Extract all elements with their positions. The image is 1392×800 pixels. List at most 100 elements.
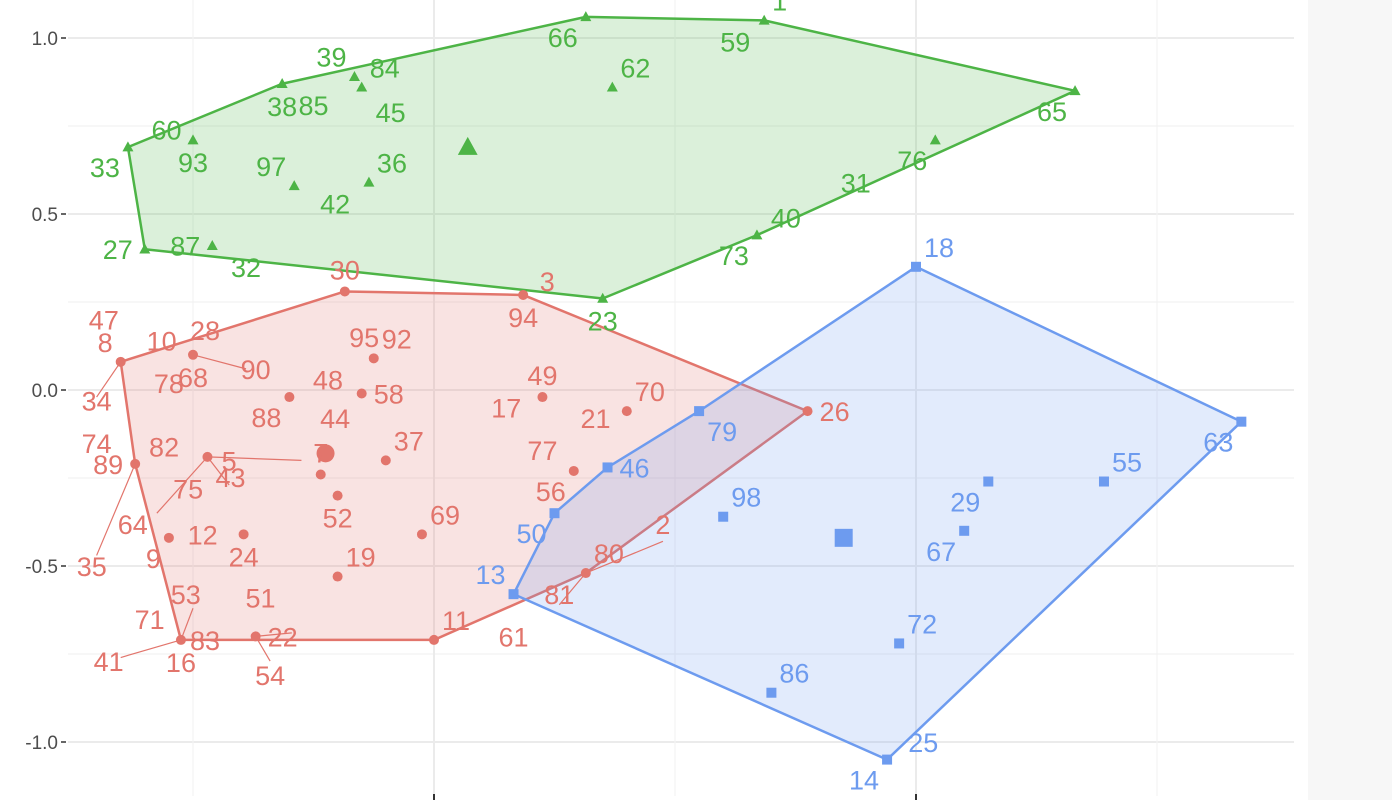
data-points — [115, 11, 1247, 765]
point-green-93 — [187, 134, 199, 145]
point-label-7: 7 — [313, 438, 328, 468]
point-label-17: 17 — [491, 394, 521, 424]
centroid-blue — [834, 528, 853, 547]
connector-11 — [558, 572, 587, 606]
point-label-36: 36 — [377, 148, 407, 178]
point-label-25: 25 — [908, 728, 938, 758]
point-label-49: 49 — [527, 361, 557, 391]
point-red-56 — [568, 465, 579, 476]
point-red-37 — [380, 455, 391, 466]
point-label-16: 16 — [166, 648, 196, 678]
point-green-76 — [929, 134, 941, 145]
point-label-66: 66 — [548, 23, 578, 53]
point-blue-98 — [718, 511, 729, 522]
point-label-72: 72 — [907, 609, 937, 639]
point-label-90: 90 — [241, 355, 271, 385]
point-label-98: 98 — [731, 483, 761, 513]
point-label-8: 8 — [98, 328, 113, 358]
point-green-1 — [758, 14, 770, 25]
y-tick-label-0: 1.0 — [32, 29, 58, 50]
point-red-22 — [250, 631, 261, 642]
connector-0 — [96, 361, 122, 398]
point-blue-46 — [602, 462, 613, 473]
point-label-81: 81 — [544, 580, 574, 610]
centroid-green — [457, 136, 478, 155]
right-margin-panel — [1308, 0, 1392, 800]
point-label-92: 92 — [382, 324, 412, 354]
point-label-87: 87 — [170, 232, 200, 262]
point-label-64: 64 — [118, 510, 148, 540]
point-label-70: 70 — [635, 377, 665, 407]
point-red-70 — [621, 406, 632, 417]
point-red-7 — [315, 469, 326, 480]
point-label-40: 40 — [771, 204, 801, 234]
point-label-3: 3 — [540, 267, 555, 297]
y-tick-label-1: 0.5 — [32, 205, 58, 226]
point-green-27 — [139, 243, 151, 254]
point-red-52 — [332, 490, 343, 501]
point-label-82: 82 — [149, 432, 179, 462]
point-green-84 — [356, 81, 368, 92]
point-red-80 — [580, 568, 591, 579]
point-green-65 — [1069, 85, 1081, 96]
point-label-77: 77 — [527, 436, 557, 466]
point-green-23 — [597, 292, 609, 303]
point-label-63: 63 — [1203, 428, 1233, 458]
point-label-44: 44 — [320, 404, 350, 434]
point-label-73: 73 — [719, 241, 749, 271]
point-label-53: 53 — [171, 580, 201, 610]
point-label-31: 31 — [841, 168, 871, 198]
point-red-26 — [802, 406, 813, 417]
point-label-21: 21 — [580, 404, 610, 434]
point-label-5: 5 — [222, 446, 237, 476]
point-label-9: 9 — [146, 544, 161, 574]
point-red-89 — [130, 458, 141, 469]
point-label-75: 75 — [173, 475, 203, 505]
point-red-58 — [356, 388, 367, 399]
label-connectors — [96, 354, 664, 662]
point-label-38: 38 — [267, 92, 297, 122]
point-label-19: 19 — [346, 543, 376, 573]
point-red-92 — [368, 353, 379, 364]
connector-4 — [156, 456, 208, 514]
point-red-49 — [537, 392, 548, 403]
point-label-2: 2 — [655, 510, 670, 540]
point-label-76: 76 — [897, 146, 927, 176]
point-label-52: 52 — [323, 504, 353, 534]
point-label-83: 83 — [190, 626, 220, 656]
point-label-37: 37 — [394, 426, 424, 456]
connector-5 — [96, 463, 136, 556]
point-label-13: 13 — [475, 560, 505, 590]
point-label-45: 45 — [376, 98, 406, 128]
point-label-18: 18 — [924, 233, 954, 263]
point-green-36 — [363, 176, 375, 187]
connector-2 — [207, 456, 302, 461]
point-label-62: 62 — [620, 53, 650, 83]
point-label-12: 12 — [188, 520, 218, 550]
point-label-14: 14 — [849, 766, 879, 796]
point-label-51: 51 — [245, 584, 275, 614]
point-red-69 — [416, 529, 427, 540]
point-blue-63 — [1236, 416, 1247, 427]
point-label-93: 93 — [178, 148, 208, 178]
point-label-35: 35 — [77, 552, 107, 582]
point-red-9 — [163, 532, 174, 543]
connector-12 — [585, 540, 664, 574]
hull-blue — [512, 265, 1243, 761]
point-green-38 — [276, 78, 288, 89]
point-blue-72 — [894, 638, 905, 649]
point-label-60: 60 — [151, 116, 181, 146]
point-label-22: 22 — [268, 622, 298, 652]
point-red-8 — [115, 356, 126, 367]
point-label-65: 65 — [1037, 97, 1067, 127]
point-label-46: 46 — [620, 453, 650, 483]
point-blue-50 — [549, 508, 560, 519]
point-label-10: 10 — [147, 327, 177, 357]
point-label-11: 11 — [442, 606, 470, 636]
grid-lines — [68, 0, 1294, 796]
point-label-97: 97 — [256, 152, 286, 182]
point-label-34: 34 — [82, 387, 112, 417]
point-label-74: 74 — [82, 429, 112, 459]
